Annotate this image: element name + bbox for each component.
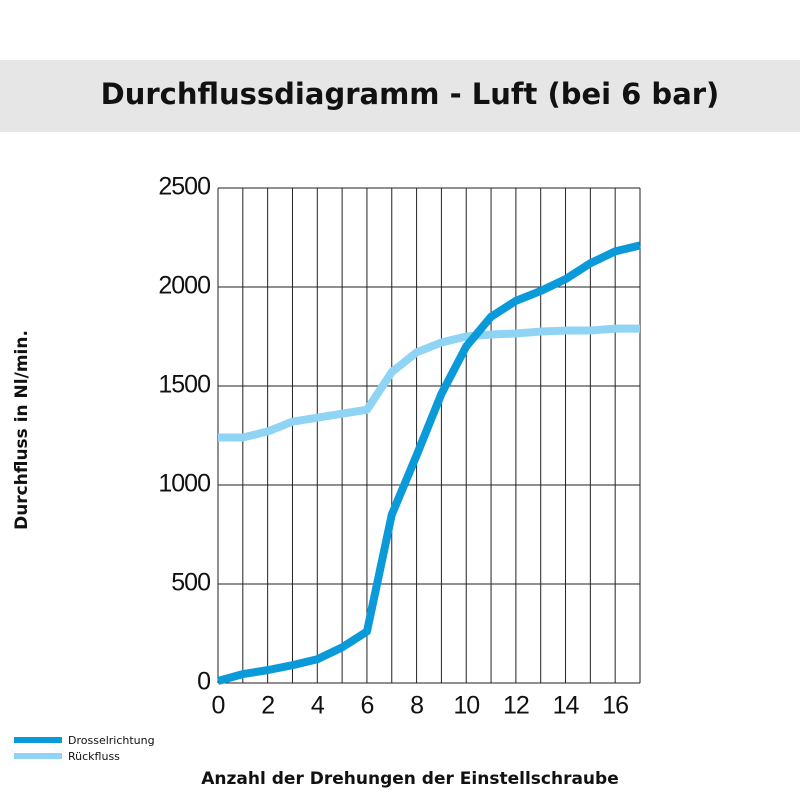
legend-label: Rückfluss: [68, 750, 120, 763]
x-tick-label: 12: [503, 692, 529, 720]
x-tick-label: 16: [602, 692, 628, 720]
x-tick-label: 8: [410, 692, 423, 720]
y-tick-label: 1000: [158, 470, 210, 498]
x-tick-label: 14: [553, 692, 580, 720]
x-tick-label: 4: [311, 692, 325, 720]
y-tick-label: 1500: [158, 371, 210, 399]
x-axis-label: Anzahl der Drehungen der Einstellschraub…: [201, 769, 618, 789]
y-tick-label: 2500: [158, 173, 210, 201]
x-tick-label: 0: [212, 692, 225, 720]
y-axis-label: Durchfluss in Nl/min.: [12, 330, 32, 530]
x-tick-label: 10: [453, 692, 479, 720]
y-tick-label: 2000: [158, 272, 210, 300]
chart-title: Durchflussdiagramm - Luft (bei 6 bar): [101, 77, 720, 111]
y-tick-label: 500: [171, 569, 210, 597]
x-tick-label: 2: [261, 692, 274, 720]
data-line: [218, 324, 640, 442]
y-tick-label: 0: [197, 668, 210, 696]
title-banner: [0, 60, 800, 132]
x-tick-label: 6: [360, 692, 373, 720]
data-line: [216, 241, 641, 685]
legend-label: Drosselrichtung: [68, 734, 155, 747]
